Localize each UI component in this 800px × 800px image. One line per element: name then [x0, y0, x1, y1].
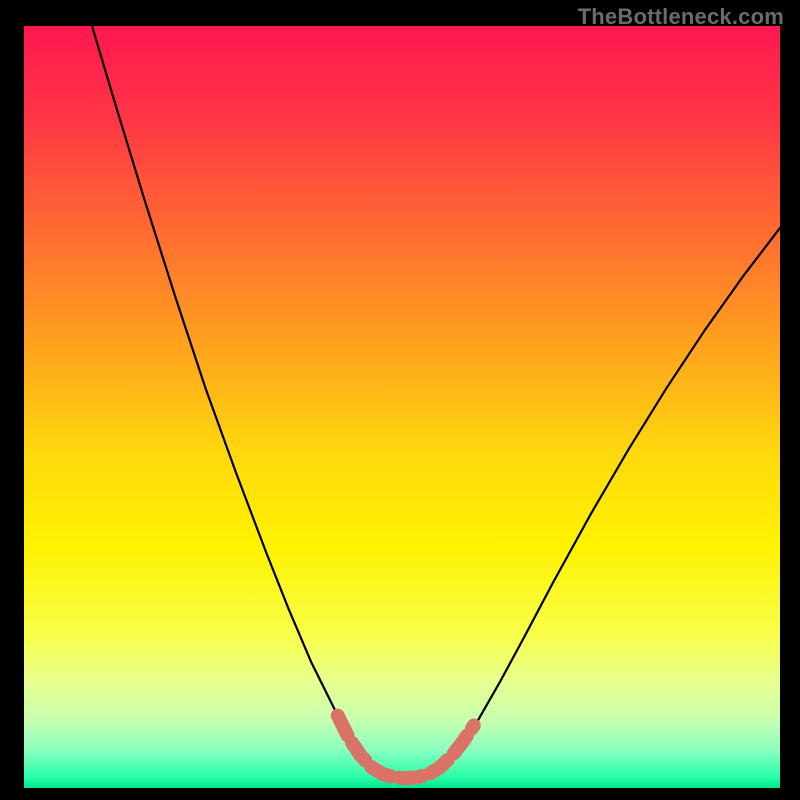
chart-background	[24, 26, 780, 788]
bottleneck-chart	[0, 0, 800, 800]
chart-container: TheBottleneck.com	[0, 0, 800, 800]
